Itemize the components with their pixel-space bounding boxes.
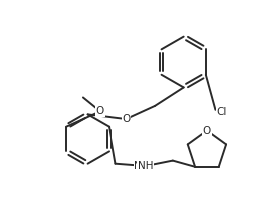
Text: O: O (122, 114, 131, 124)
Text: N: N (134, 161, 142, 171)
Text: O: O (203, 126, 211, 136)
Text: NH: NH (138, 161, 153, 171)
Text: H: H (142, 161, 150, 171)
Text: O: O (96, 106, 104, 116)
Text: Cl: Cl (217, 107, 227, 117)
